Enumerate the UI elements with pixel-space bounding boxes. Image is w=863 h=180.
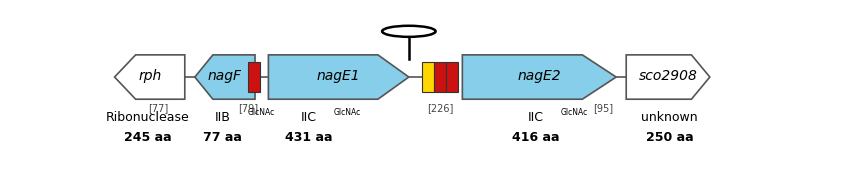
Polygon shape [195, 55, 255, 99]
Text: nagF: nagF [208, 69, 242, 83]
Text: unknown: unknown [641, 111, 698, 124]
Polygon shape [463, 55, 616, 99]
Text: IIC: IIC [528, 111, 544, 124]
Text: 416 aa: 416 aa [512, 130, 560, 144]
Text: GlcNAc: GlcNAc [333, 108, 361, 117]
Bar [445, 62, 457, 92]
Text: [79]: [79] [238, 103, 258, 113]
Text: IIB: IIB [215, 111, 230, 124]
Text: nagE1: nagE1 [317, 69, 361, 83]
Text: 77 aa: 77 aa [204, 130, 243, 144]
Text: GlcNAc: GlcNAc [561, 108, 589, 117]
Text: [95]: [95] [593, 103, 613, 113]
Bar [248, 62, 260, 92]
Text: 431 aa: 431 aa [285, 130, 332, 144]
Text: 250 aa: 250 aa [646, 130, 694, 144]
Text: GlcNAc: GlcNAc [248, 108, 275, 117]
Text: 245 aa: 245 aa [124, 130, 172, 144]
Bar [421, 62, 433, 92]
Bar [434, 62, 446, 92]
Text: [77]: [77] [148, 103, 168, 113]
Text: IIC: IIC [300, 111, 317, 124]
Polygon shape [115, 55, 185, 99]
Text: nagE2: nagE2 [518, 69, 561, 83]
Text: sco2908: sco2908 [639, 69, 697, 83]
Text: rph: rph [138, 69, 161, 83]
Polygon shape [268, 55, 409, 99]
Polygon shape [627, 55, 709, 99]
Text: [226]: [226] [427, 103, 453, 113]
Text: Ribonuclease: Ribonuclease [106, 111, 190, 124]
